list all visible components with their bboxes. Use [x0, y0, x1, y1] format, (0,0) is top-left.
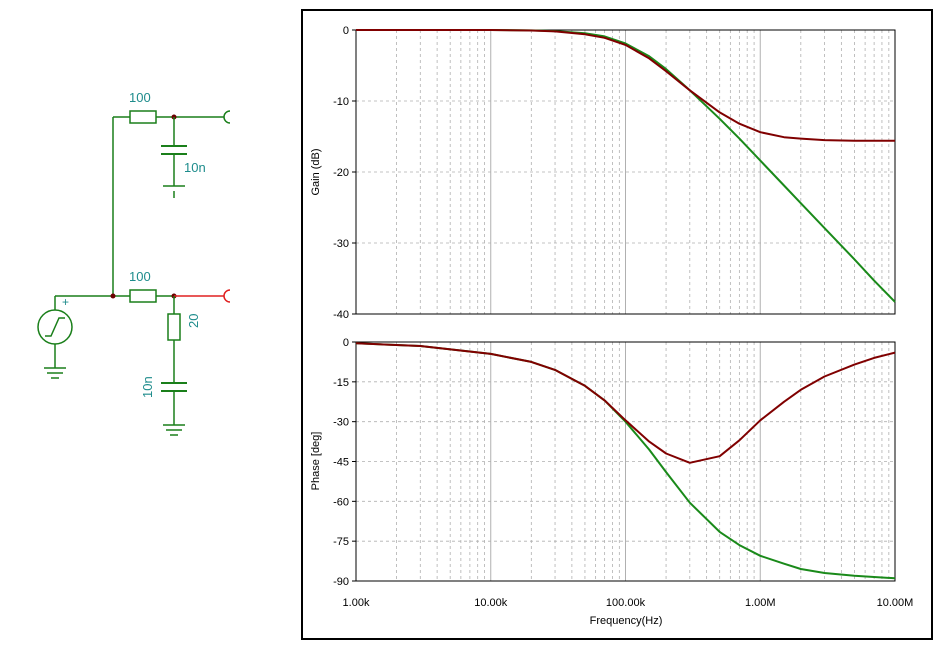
gain-series: [356, 29, 896, 303]
y-tick-label: -30: [333, 238, 349, 250]
y-tick-label: -15: [333, 377, 349, 389]
junction-node: [110, 293, 116, 299]
top-output-terminal: [223, 110, 231, 124]
phase-series-line: [355, 342, 896, 464]
phase-y-ticks: 0 -15 -30 -45 -60 -75 -90: [333, 337, 356, 588]
gain-series-line: [356, 29, 895, 142]
ground-icon: [163, 185, 185, 198]
phase-series: [355, 342, 896, 580]
gain-y-axis-label: Gain (dB): [310, 148, 322, 195]
x-tick-label: 1.00k: [343, 597, 370, 609]
voltage-source: +: [37, 295, 73, 379]
gain-chart: 0 -10 -20 -30 -40 Gain (dB): [310, 25, 896, 321]
x-tick-label: 10.00k: [474, 597, 508, 609]
x-tick-label: 10.00M: [877, 597, 914, 609]
top-resistor-label: 100: [129, 90, 151, 105]
y-tick-label: -40: [333, 309, 349, 321]
y-tick-label: -60: [333, 496, 349, 508]
phase-chart: 0-15-30-45-60-75-90 1.00k 10.00k 100.00k 1.…: [310, 337, 913, 627]
bottom-resistor-label: 100: [129, 269, 151, 284]
source-polarity: +: [62, 295, 69, 309]
y-tick-label: -30: [333, 417, 349, 429]
phase-y-axis-label: Phase [deg]: [310, 432, 322, 491]
step-waveform-icon: [45, 317, 65, 337]
ground-icon: [44, 367, 66, 379]
top-rc-filter: 100 10n: [112, 90, 231, 296]
gain-y-ticks: 0 -10 -20 -30 -40: [333, 25, 356, 321]
x-tick-label: 1.00M: [745, 597, 776, 609]
gain-grid: [355, 29, 895, 315]
top-capacitor-label: 10n: [184, 160, 206, 175]
x-tick-label: 100.00k: [606, 597, 646, 609]
bottom-capacitor-label: 10n: [140, 376, 155, 398]
y-tick-label: -90: [333, 576, 349, 588]
y-tick-label: 0: [343, 25, 349, 37]
y-tick-label: -45: [333, 457, 349, 469]
bottom-output-terminal: [223, 289, 231, 303]
y-tick-label: -75: [333, 536, 349, 548]
ground-icon: [163, 424, 185, 436]
frequency-x-axis-label: Frequency(Hz): [590, 615, 663, 627]
y-tick-label: 0: [343, 337, 349, 349]
y-tick-label: -20: [333, 167, 349, 179]
circuit-schematic: 100 10n 100 20 10n: [37, 90, 231, 436]
damping-resistor-label: 20: [186, 314, 201, 328]
frequency-x-ticks: 1.00k 10.00k 100.00k 1.00M 10.00M: [343, 597, 914, 609]
phase-grid: [355, 341, 895, 582]
y-tick-label: -10: [333, 96, 349, 108]
bode-plot-panel: [301, 9, 933, 640]
bottom-rc-filter: 100 20 10n: [55, 269, 231, 436]
